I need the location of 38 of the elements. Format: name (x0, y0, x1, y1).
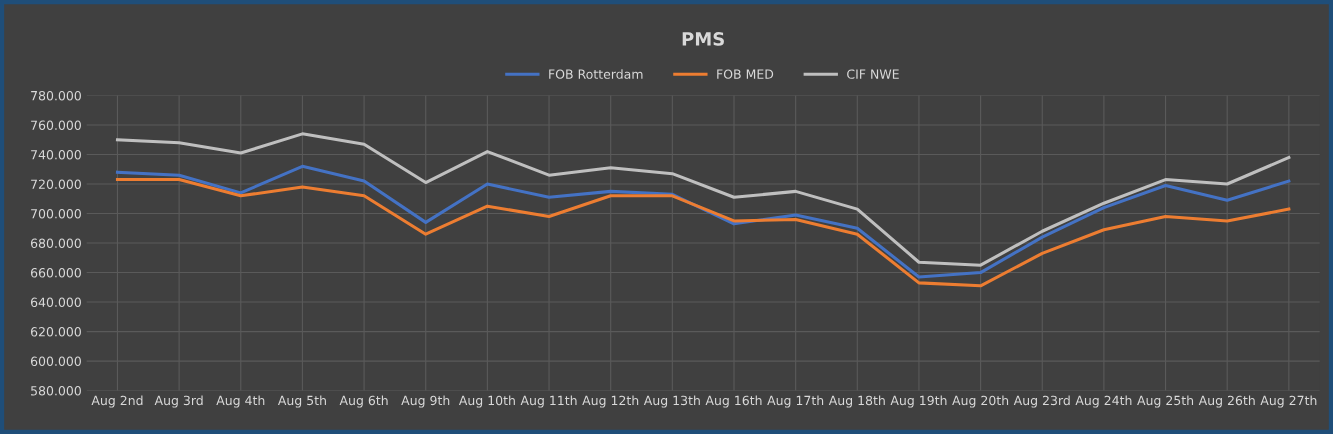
legend-label: FOB MED (717, 69, 774, 79)
x-tick-label: Aug 11th (520, 395, 577, 408)
x-tick-label: Aug 9th (401, 395, 450, 408)
x-tick-label: Aug 3rd (154, 395, 203, 408)
line-series (115, 164, 1291, 279)
x-tick-label: Aug 12th (582, 395, 639, 408)
x-tick-label: Aug 13th (643, 395, 700, 408)
y-tick-label: 720.000 (31, 179, 81, 189)
line-series (115, 178, 1291, 288)
chart-title: PMS (682, 32, 724, 46)
x-tick-label: Aug 17th (767, 395, 824, 408)
x-tick-label: Aug 27th (1260, 395, 1317, 408)
y-tick-label: 680.000 (30, 238, 81, 248)
x-tick-label: Aug 10th (458, 395, 515, 408)
line-series (115, 132, 1291, 267)
y-tick-label: 760.000 (31, 120, 81, 130)
y-tick-label: 620.000 (30, 327, 81, 337)
legend-label: CIF NWE (847, 69, 899, 79)
x-tick-label: Aug 19th (890, 395, 947, 408)
x-tick-label: Aug 5th (277, 395, 326, 408)
x-tick-label: Aug 6th (339, 395, 388, 408)
y-tick-label: 660.000 (30, 268, 81, 278)
x-tick-label: Aug 18th (828, 395, 885, 408)
x-tick-label: Aug 4th (216, 395, 265, 408)
x-tick-label: Aug 20th (952, 395, 1009, 408)
x-tick-label: Aug 24th (1075, 395, 1132, 408)
y-tick-label: 580.000 (31, 386, 81, 396)
y-tick-label: 740.000 (31, 149, 81, 160)
y-tick-label: 600.000 (30, 356, 81, 367)
legend-label: FOB Rotterdam (549, 69, 643, 79)
x-tick-label: Aug 26th (1198, 395, 1255, 408)
x-tick-label: Aug 16th (705, 395, 762, 408)
y-tick-label: 700.000 (31, 209, 81, 219)
x-tick-label: Aug 25th (1137, 395, 1194, 408)
y-tick-label: 780.000 (31, 90, 81, 101)
x-tick-label: Aug 23rd (1013, 395, 1070, 408)
x-tick-label: Aug 2nd (91, 395, 143, 408)
y-tick-label: 640.000 (30, 297, 81, 307)
